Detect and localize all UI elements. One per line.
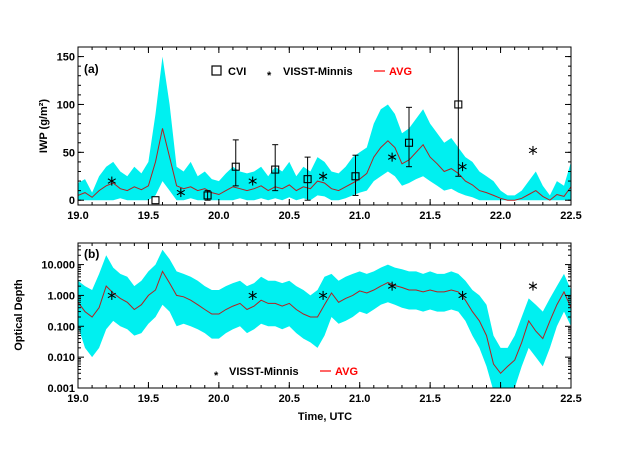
cvi-point [203, 191, 212, 200]
visst-point [248, 176, 257, 186]
uncertainty-band-a [78, 56, 571, 201]
visst-point [176, 188, 185, 198]
x-tick-label: 22.0 [490, 393, 511, 405]
x-tick-label: 20.5 [279, 393, 300, 405]
cvi-point [454, 100, 463, 109]
x-tick-label: 22.5 [560, 210, 581, 222]
y-axis-label-a: IWP (g/m²) [38, 99, 50, 154]
x-tick-label: 19.5 [138, 393, 159, 405]
cvi-point [303, 175, 312, 184]
cvi-point [351, 172, 360, 181]
visst-point [318, 171, 328, 181]
visst-point-stroke [248, 178, 257, 184]
cvi-point [231, 162, 240, 171]
legend-visst-marker: * [267, 70, 272, 82]
avg-line-b [78, 270, 571, 375]
visst-point-stroke [458, 292, 467, 299]
visst-point-stroke [176, 189, 185, 196]
visst-point-stroke [248, 292, 257, 299]
x-tick-label: 19.0 [67, 393, 88, 405]
visst-point-stroke [107, 178, 116, 184]
panel-a: 19.0 19.5 20.0 20.5 21.0 21.5 22.0 22.5 0 50 100 15… [38, 46, 582, 222]
legend-b-visst-label: VISST-Minnis [229, 366, 299, 378]
visst-point-stroke [318, 173, 328, 179]
visst-point-stroke [458, 163, 467, 170]
x-tick-label: 22.0 [490, 210, 511, 222]
visst-point [387, 281, 397, 291]
panel-label-a: (a) [84, 62, 99, 76]
legend-cvi-label: CVI [228, 66, 246, 78]
visst-point-stroke [318, 292, 328, 299]
legend-visst-label: VISST-Minnis [283, 66, 353, 78]
visst-point [458, 290, 467, 300]
plot-frame-a [77, 46, 572, 206]
y-tick-label: 0.001 [47, 383, 75, 395]
x-axis-label-b: Time, UTC [298, 411, 352, 423]
y-tick-label: 100 [57, 99, 75, 111]
x-tick-label: 19.5 [138, 210, 159, 222]
visst-point [528, 145, 538, 155]
panel-b: 19.0 19.5 20.0 20.5 21.0 21.5 22.0 22.5 0.001 0.0… [13, 242, 582, 423]
plot-frame-b [77, 242, 572, 389]
y-tick-label: 0.010 [47, 352, 75, 364]
uncertainty-band-b [78, 249, 571, 388]
legend-cvi-marker [211, 65, 222, 76]
legend-b-avg-label: AVG [335, 366, 358, 378]
visst-point [318, 290, 328, 300]
visst-point [248, 290, 257, 300]
visst-point [387, 152, 397, 162]
cvi-point [271, 165, 280, 174]
x-tick-label: 20.0 [208, 210, 229, 222]
y-tick-label: 0 [69, 195, 75, 207]
legend-avg-label: AVG [389, 66, 412, 78]
cvi-point [151, 196, 160, 205]
cvi-point [404, 138, 414, 147]
x-tick-label: 20.0 [208, 393, 229, 405]
visst-point-stroke [107, 292, 116, 299]
visst-point [458, 162, 467, 172]
x-tick-label: 21.5 [419, 210, 440, 222]
legend-b: * VISST-Minnis AVG [214, 366, 358, 382]
visst-point [528, 281, 538, 291]
avg-line-a [78, 128, 571, 201]
panel-label-b: (b) [84, 247, 99, 261]
legend-b-visst-marker: * [214, 370, 219, 382]
visst-point [107, 176, 116, 186]
y-tick-label: 1.000 [47, 290, 75, 302]
x-tick-label: 21.0 [349, 393, 370, 405]
visst-point-stroke [528, 147, 538, 154]
visst-point-stroke [528, 283, 538, 289]
x-tick-label: 21.0 [349, 210, 370, 222]
x-tick-label: 19.0 [67, 210, 88, 222]
x-tick-label: 20.5 [279, 210, 300, 222]
y-axis-label-b: Optical Depth [13, 279, 25, 351]
legend-a: CVI * VISST-Minnis AVG [211, 65, 412, 82]
visst-point-stroke [387, 154, 397, 160]
y-tick-label: 0.100 [47, 321, 75, 333]
visst-point [107, 290, 116, 300]
y-tick-label: 10.000 [41, 260, 75, 272]
y-tick-label: 150 [57, 52, 75, 64]
x-tick-label: 22.5 [560, 393, 581, 405]
y-tick-label: 50 [63, 147, 75, 159]
x-tick-label: 21.5 [419, 393, 440, 405]
visst-point-stroke [387, 283, 397, 289]
